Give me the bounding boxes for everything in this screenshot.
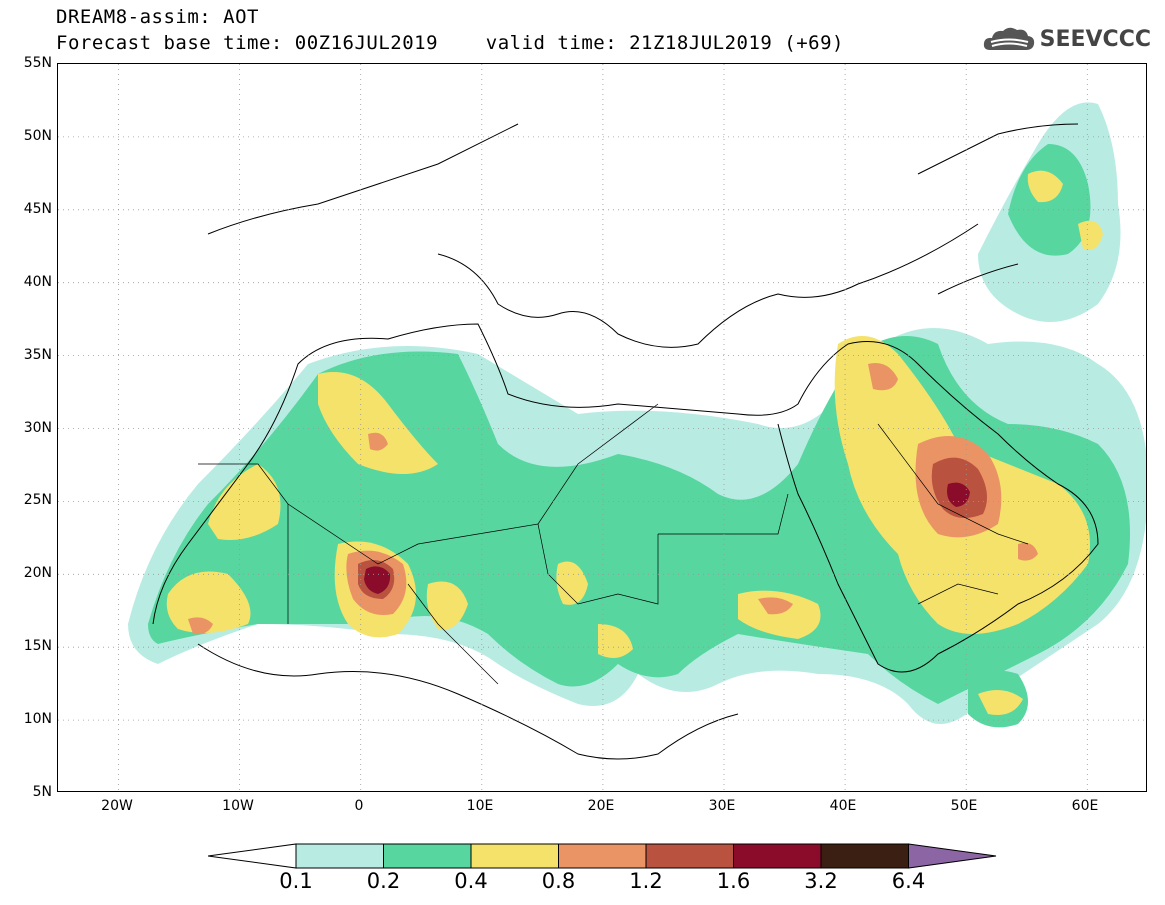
lon-tick-10w: 10W: [222, 798, 254, 814]
title-line-1: DREAM8-assim: AOT: [56, 6, 259, 28]
lat-tick-35n: 35N: [23, 347, 52, 363]
lon-tick-40e: 40E: [829, 798, 857, 814]
lat-tick-50n: 50N: [23, 128, 52, 144]
lon-tick-60e: 60E: [1071, 798, 1099, 814]
lon-tick-20e: 20E: [587, 798, 615, 814]
cbar-bin-1: [295, 843, 384, 869]
aot-band-1.6: [364, 482, 970, 594]
lon-tick-0: 0: [354, 798, 364, 814]
cbar-label-0.4: 0.4: [454, 869, 488, 893]
coastlines: [152, 123, 1099, 760]
cbar-label-1.6: 1.6: [716, 869, 751, 893]
borders: [198, 403, 1029, 685]
logo-text: SEEVCCC: [1039, 26, 1151, 52]
lat-tick-5n: 5N: [32, 784, 52, 800]
lon-tick-30e: 30E: [708, 798, 736, 814]
cbar-bin-2: [383, 843, 472, 869]
lat-tick-15n: 15N: [23, 638, 52, 654]
cbar-label-0.8: 0.8: [541, 869, 576, 893]
aot-field: [58, 64, 1146, 791]
cbar-bin-4: [558, 843, 647, 869]
seevccc-logo: SEEVCCC: [982, 24, 1151, 54]
title-line-2: Forecast base time: 00Z16JUL2019 valid t…: [56, 32, 844, 54]
map-panel: [57, 63, 1147, 792]
cbar-label-6.4: 6.4: [891, 869, 926, 893]
cbar-bin-7: [820, 843, 909, 869]
cbar-bin-6: [733, 843, 822, 869]
lon-tick-20w: 20W: [101, 798, 133, 814]
cbar-bin-5: [645, 843, 734, 869]
cbar-bin-3: [470, 843, 559, 869]
lat-tick-25n: 25N: [23, 492, 52, 508]
lon-tick-10e: 10E: [466, 798, 494, 814]
cbar-under: [208, 843, 297, 869]
cloud-icon: [983, 27, 1034, 50]
lat-tick-30n: 30N: [23, 420, 52, 436]
lat-tick-40n: 40N: [23, 274, 52, 290]
cbar-over: [908, 843, 997, 869]
graticule: [58, 64, 1146, 791]
cbar-label-1.2: 1.2: [629, 869, 663, 893]
lat-tick-20n: 20N: [23, 565, 52, 581]
cbar-label-0.1: 0.1: [279, 869, 313, 893]
lat-tick-10n: 10N: [23, 711, 52, 727]
cbar-label-0.2: 0.2: [366, 869, 401, 893]
lon-tick-50e: 50E: [950, 798, 978, 814]
lat-tick-55n: 55N: [23, 55, 52, 71]
colorbar: [208, 843, 997, 869]
cbar-label-3.2: 3.2: [804, 869, 838, 893]
lat-tick-45n: 45N: [23, 201, 52, 217]
